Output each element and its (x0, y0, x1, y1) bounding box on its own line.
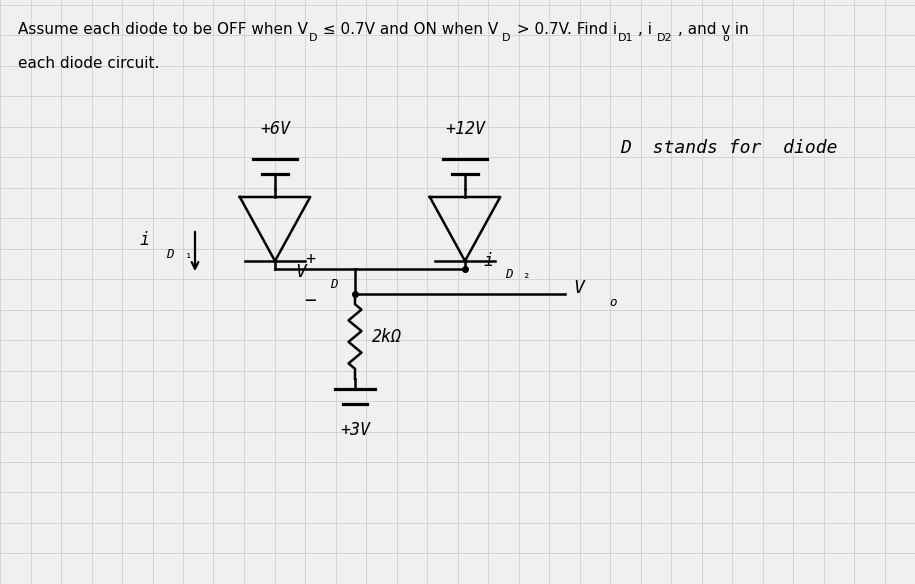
Text: D: D (330, 278, 338, 291)
Text: 2kΩ: 2kΩ (372, 328, 402, 346)
Text: ₂: ₂ (523, 267, 531, 280)
Text: , and v: , and v (677, 22, 730, 37)
Text: D: D (502, 33, 511, 43)
Text: +: + (305, 250, 315, 268)
Text: > 0.7V. Find i: > 0.7V. Find i (511, 22, 617, 37)
Text: +12V: +12V (445, 120, 485, 138)
Text: each diode circuit.: each diode circuit. (18, 56, 159, 71)
Text: D: D (166, 248, 174, 261)
Text: +3V: +3V (340, 421, 370, 439)
Text: V: V (295, 262, 306, 280)
Text: Assume each diode to be OFF when V: Assume each diode to be OFF when V (18, 22, 307, 37)
Text: V: V (573, 279, 584, 297)
Text: D  stands for  diode: D stands for diode (620, 139, 837, 157)
Text: o: o (609, 296, 617, 308)
Text: D2: D2 (656, 33, 673, 43)
Text: in: in (729, 22, 748, 37)
Text: D1: D1 (618, 33, 633, 43)
Text: , i: , i (639, 22, 652, 37)
Text: i: i (140, 231, 150, 249)
Text: D: D (308, 33, 317, 43)
Text: i: i (483, 252, 493, 270)
Text: +6V: +6V (260, 120, 290, 138)
Text: −: − (304, 291, 316, 310)
Text: ₁: ₁ (185, 248, 192, 261)
Text: D: D (505, 267, 512, 280)
Text: o: o (722, 33, 728, 43)
Text: ≤ 0.7V and ON when V: ≤ 0.7V and ON when V (318, 22, 499, 37)
